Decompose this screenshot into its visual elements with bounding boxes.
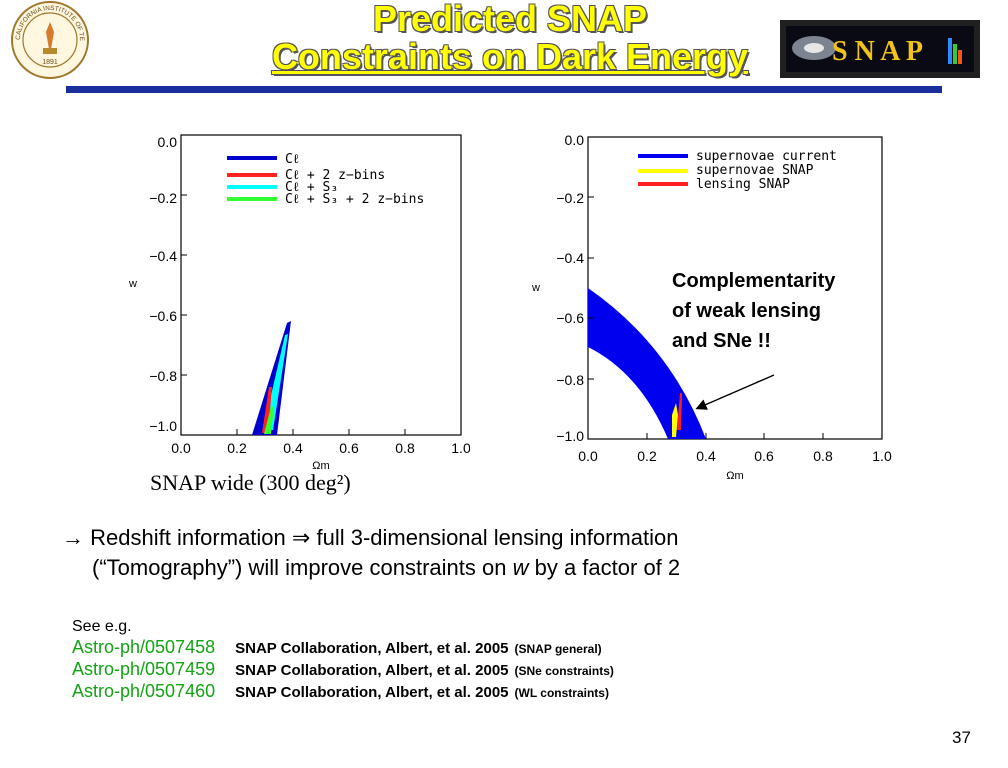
right-ytick-0: 0.0 xyxy=(565,132,585,148)
page-number: 37 xyxy=(952,728,971,747)
ref-note: (WL constraints) xyxy=(514,686,609,700)
left-xtick-5: 1.0 xyxy=(451,440,470,456)
left-contour-cl-2z xyxy=(262,387,272,433)
svg-text:1891: 1891 xyxy=(42,59,58,66)
annotation-arrow-icon xyxy=(695,374,775,410)
left-constraint-plot: 0.0 −0.2 −0.4 −0.6 −0.8 −1.0 0.0 0.2 0.4… xyxy=(128,134,470,472)
right-ytick-3: −0.6 xyxy=(556,310,584,326)
refs-intro: See e.g. xyxy=(72,618,132,635)
right-xtick-0: 0.0 xyxy=(578,448,598,464)
redshift-bullet: → Redshift information ⇒ full 3-dimensio… xyxy=(62,523,680,583)
right-xtick-1: 0.2 xyxy=(637,448,657,464)
left-legend-label-0: Cℓ xyxy=(285,152,299,167)
implies-arrow-icon: ⇒ xyxy=(291,525,311,550)
right-legend-label-2: lensing SNAP xyxy=(696,177,790,192)
right-ytick-1: −0.2 xyxy=(556,190,584,206)
slide-title: Predicted SNAP Constraints on Dark Energ… xyxy=(150,0,870,76)
ref-authors: SNAP Collaboration, Albert, et al. 2005 xyxy=(235,662,509,679)
left-ytick-2: −0.4 xyxy=(149,248,177,264)
right-ytick-4: −0.8 xyxy=(556,372,584,388)
right-contour-lensing-snap xyxy=(677,393,682,430)
right-ytick-2: −0.4 xyxy=(556,250,584,266)
right-xlabel: Ωm xyxy=(726,470,743,482)
right-legend-label-0: supernovae current xyxy=(696,149,837,164)
title-line-2: Constraints on Dark Energy xyxy=(271,36,749,77)
right-contour-sne-current xyxy=(588,288,706,439)
ref-row: Astro-ph/0507460 SNAP Collaboration, Albe… xyxy=(72,681,614,703)
right-xtick-5: 1.0 xyxy=(872,448,892,464)
ref-id-link[interactable]: Astro-ph/0507459 xyxy=(72,659,216,679)
bullet-line1-a: Redshift information xyxy=(90,525,286,550)
ref-note: (SNe constraints) xyxy=(514,664,614,678)
left-contour-cl xyxy=(252,321,291,435)
bullet-line2-b: by a factor of 2 xyxy=(534,555,681,580)
right-ylabel: w xyxy=(531,282,540,294)
bullet-line2-a: (“Tomography”) will improve constraints … xyxy=(92,555,507,580)
svg-text:S N A P: S N A P xyxy=(832,36,923,67)
ref-id-link[interactable]: Astro-ph/0507458 xyxy=(72,637,216,657)
right-constraint-plot: 0.0 −0.2 −0.4 −0.6 −0.8 −1.0 0.0 0.2 0.4… xyxy=(531,132,892,482)
annotation-line-1: Complementarity xyxy=(672,270,836,292)
title-rule xyxy=(66,86,942,93)
bullet-line2: (“Tomography”) will improve constraints … xyxy=(62,553,680,583)
right-plot-frame xyxy=(587,136,883,440)
references: See e.g. Astro-ph/0507458 SNAP Collaborat… xyxy=(72,617,614,703)
left-xlabel: Ωm xyxy=(312,460,329,472)
ref-authors: SNAP Collaboration, Albert, et al. 2005 xyxy=(235,684,509,701)
left-xtick-3: 0.6 xyxy=(339,440,359,456)
left-ytick-4: −0.8 xyxy=(149,368,177,384)
left-plot-caption: SNAP wide (300 deg²) xyxy=(150,470,351,495)
left-ytick-1: −0.2 xyxy=(149,190,177,206)
right-xtick-4: 0.8 xyxy=(813,448,833,464)
annotation-line-2: of weak lensing xyxy=(672,300,821,322)
left-xtick-2: 0.4 xyxy=(283,440,303,456)
right-xtick-3: 0.6 xyxy=(754,448,774,464)
left-contour-cl-s3-2z xyxy=(264,407,274,434)
caltech-seal-icon: 1891 CALIFORNIA INSTITUTE OF TECHNOLOGY xyxy=(10,0,89,79)
complementarity-annotation: Complementarity of weak lensing and SNe … xyxy=(672,266,835,356)
snap-logo-icon: S N A P xyxy=(780,20,980,78)
title-line-1: Predicted SNAP xyxy=(372,0,648,39)
left-ytick-5: −1.0 xyxy=(149,418,177,434)
ref-note: (SNAP general) xyxy=(514,642,602,656)
left-legend-label-3: Cℓ + S₃ + 2 z−bins xyxy=(285,192,424,207)
right-legend-label-1: supernovae SNAP xyxy=(696,163,814,178)
ref-row: Astro-ph/0507458 SNAP Collaboration, Albe… xyxy=(72,637,614,659)
ref-authors: SNAP Collaboration, Albert, et al. 2005 xyxy=(235,640,509,657)
ref-id-link[interactable]: Astro-ph/0507460 xyxy=(72,681,216,701)
right-ytick-5: −1.0 xyxy=(556,428,584,444)
bullet-line1-b: full 3-dimensional lensing information xyxy=(316,525,679,550)
left-xtick-4: 0.8 xyxy=(395,440,415,456)
bullet-w-symbol: w xyxy=(512,555,529,580)
ref-row: Astro-ph/0507459 SNAP Collaboration, Albe… xyxy=(72,659,614,681)
left-ylabel: w xyxy=(128,278,137,290)
left-xtick-0: 0.0 xyxy=(171,440,191,456)
left-xtick-1: 0.2 xyxy=(227,440,247,456)
annotation-line-3: and SNe !! xyxy=(672,330,771,352)
right-contour-sne-snap xyxy=(672,403,678,437)
left-legend-label-1: Cℓ + 2 z−bins xyxy=(285,168,385,183)
left-ytick-0: 0.0 xyxy=(158,134,178,150)
left-ytick-3: −0.6 xyxy=(149,308,177,324)
right-xtick-2: 0.4 xyxy=(696,448,716,464)
bullet-arrow-icon: → xyxy=(62,525,84,550)
left-legend-label-2: Cℓ + S₃ xyxy=(285,180,338,195)
